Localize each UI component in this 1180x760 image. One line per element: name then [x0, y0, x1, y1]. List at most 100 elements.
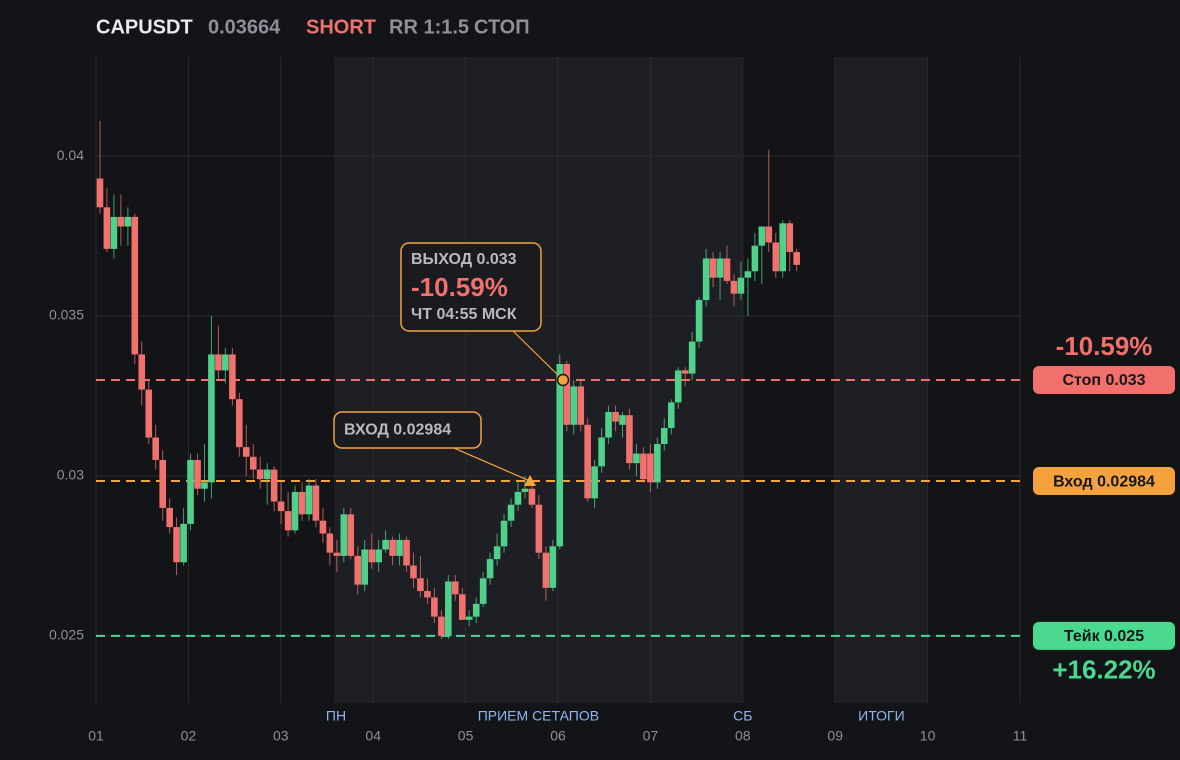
candle-body: [215, 354, 222, 371]
candle-body: [180, 523, 187, 563]
candle-body: [458, 594, 466, 620]
candle-body: [674, 370, 682, 403]
candle-body: [284, 511, 292, 531]
candle-body: [410, 565, 417, 579]
candle-body: [556, 364, 564, 547]
zone-start-label: ПН: [326, 708, 346, 724]
candle-body: [737, 277, 745, 294]
candle-body: [730, 280, 738, 294]
candle-body: [312, 485, 320, 521]
candle-body: [145, 389, 153, 438]
candle-body: [472, 603, 480, 617]
candle-body: [354, 555, 362, 585]
candle-body: [305, 485, 313, 515]
candle-body: [640, 453, 647, 480]
candle-body: [222, 354, 229, 371]
level-change: -10.59%: [1056, 331, 1153, 361]
candle-body: [110, 216, 118, 249]
x-tick-label: 05: [458, 728, 474, 744]
candle-body: [709, 258, 717, 278]
candle-body: [507, 504, 515, 521]
candle-body: [431, 597, 438, 617]
x-tick-label: 06: [550, 728, 566, 744]
candle-body: [438, 616, 445, 636]
level-tag: [1033, 366, 1175, 394]
candle-body: [194, 459, 201, 489]
level-tag: [1033, 467, 1175, 496]
candle-body: [229, 354, 236, 400]
level-label: Стоп 0.033: [1062, 372, 1145, 389]
candle-body: [695, 300, 703, 342]
candle-body: [577, 386, 585, 425]
level-label: Тейк 0.025: [1064, 628, 1144, 645]
x-tick-label: 03: [273, 728, 289, 744]
candle-body: [514, 491, 522, 505]
candle-body: [626, 415, 633, 464]
candle-body: [786, 223, 794, 253]
candle-body: [605, 411, 612, 438]
candle-body: [765, 226, 773, 243]
price: 0.03664: [208, 16, 281, 38]
candle-body: [612, 411, 619, 422]
candle-body: [389, 539, 396, 556]
candle-body: [256, 469, 264, 480]
candle-body: [236, 399, 243, 448]
annotation-text: ВЫХОД 0.033: [411, 251, 517, 268]
candle-body: [138, 354, 146, 390]
candle-body: [465, 616, 473, 620]
candle-body: [793, 252, 800, 265]
candle-body: [375, 549, 382, 563]
x-tick-label: 07: [643, 728, 659, 744]
candle-body: [493, 546, 501, 560]
annotation-box: [333, 411, 482, 449]
candle-body: [647, 453, 654, 483]
candle-body: [152, 437, 159, 460]
candle-body: [451, 581, 459, 595]
candle-body: [702, 258, 710, 301]
candle-body: [159, 459, 167, 508]
candle-body: [667, 402, 675, 428]
candle-body: [242, 447, 250, 457]
candle-body: [479, 578, 487, 604]
candle-body: [249, 456, 257, 470]
annotation-box: [400, 242, 542, 332]
level-change: +16.22%: [1052, 655, 1155, 685]
zone-end-label: СБ: [733, 708, 752, 724]
x-tick-label: 10: [920, 728, 936, 744]
candle-body: [368, 549, 376, 563]
candle-body: [96, 178, 104, 208]
candle-body: [542, 552, 550, 588]
candle-body: [751, 245, 759, 272]
candle-body: [201, 482, 208, 489]
candle-body: [277, 501, 285, 512]
candle-body: [326, 533, 334, 553]
candle-body: [660, 427, 668, 444]
level-tag: [1033, 621, 1175, 650]
candle-body: [681, 370, 689, 374]
annotation-text: ЧТ 04:55 МСК: [411, 306, 517, 323]
annotation-leader: [512, 330, 564, 381]
candle-body: [361, 549, 368, 585]
x-tick-label: 02: [181, 728, 197, 744]
annotation-text: ВХОД 0.02984: [344, 421, 451, 438]
candle-body: [382, 539, 389, 550]
x-tick-label: 04: [365, 728, 381, 744]
candle-body: [619, 415, 626, 425]
candle-body: [779, 223, 787, 272]
candle-body: [187, 459, 194, 524]
candle-body: [417, 578, 424, 592]
candle-body: [208, 354, 215, 483]
candle-body: [347, 514, 355, 556]
candle-body: [744, 271, 752, 278]
status: СТОП: [474, 16, 530, 38]
annotation-leader: [453, 447, 531, 482]
symbol: CAPUSDT: [96, 16, 193, 38]
candle-body: [486, 559, 494, 579]
candle-body: [131, 216, 139, 355]
candle-body: [403, 539, 410, 566]
x-tick-label: 08: [735, 728, 751, 744]
candle-body: [500, 520, 508, 547]
candle-body: [173, 527, 180, 563]
